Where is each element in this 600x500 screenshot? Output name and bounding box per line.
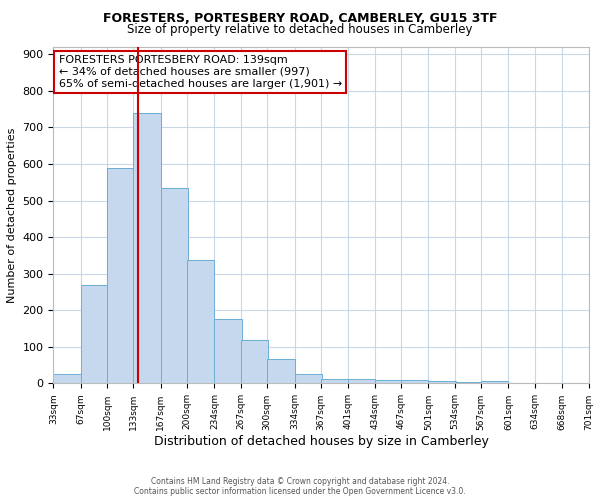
Bar bbox=[214, 318, 242, 384]
Bar bbox=[374, 380, 402, 384]
Text: Contains HM Land Registry data © Crown copyright and database right 2024.: Contains HM Land Registry data © Crown c… bbox=[151, 478, 449, 486]
Bar bbox=[481, 381, 508, 384]
Bar bbox=[80, 284, 108, 384]
Bar bbox=[401, 380, 428, 384]
Text: FORESTERS, PORTESBERY ROAD, CAMBERLEY, GU15 3TF: FORESTERS, PORTESBERY ROAD, CAMBERLEY, G… bbox=[103, 12, 497, 26]
Bar bbox=[161, 188, 188, 384]
Bar bbox=[321, 378, 348, 384]
Bar bbox=[241, 340, 268, 384]
Text: FORESTERS PORTESBERY ROAD: 139sqm
← 34% of detached houses are smaller (997)
65%: FORESTERS PORTESBERY ROAD: 139sqm ← 34% … bbox=[59, 56, 342, 88]
Text: Contains public sector information licensed under the Open Government Licence v3: Contains public sector information licen… bbox=[134, 488, 466, 496]
Y-axis label: Number of detached properties: Number of detached properties bbox=[7, 128, 17, 303]
Bar bbox=[187, 260, 214, 384]
Text: Size of property relative to detached houses in Camberley: Size of property relative to detached ho… bbox=[127, 24, 473, 36]
Bar bbox=[455, 382, 482, 384]
Bar bbox=[133, 113, 161, 384]
Bar bbox=[348, 378, 376, 384]
Bar bbox=[267, 359, 295, 384]
Bar bbox=[53, 374, 80, 384]
Bar bbox=[107, 168, 134, 384]
Bar bbox=[295, 374, 322, 384]
Bar bbox=[428, 381, 455, 384]
X-axis label: Distribution of detached houses by size in Camberley: Distribution of detached houses by size … bbox=[154, 435, 488, 448]
